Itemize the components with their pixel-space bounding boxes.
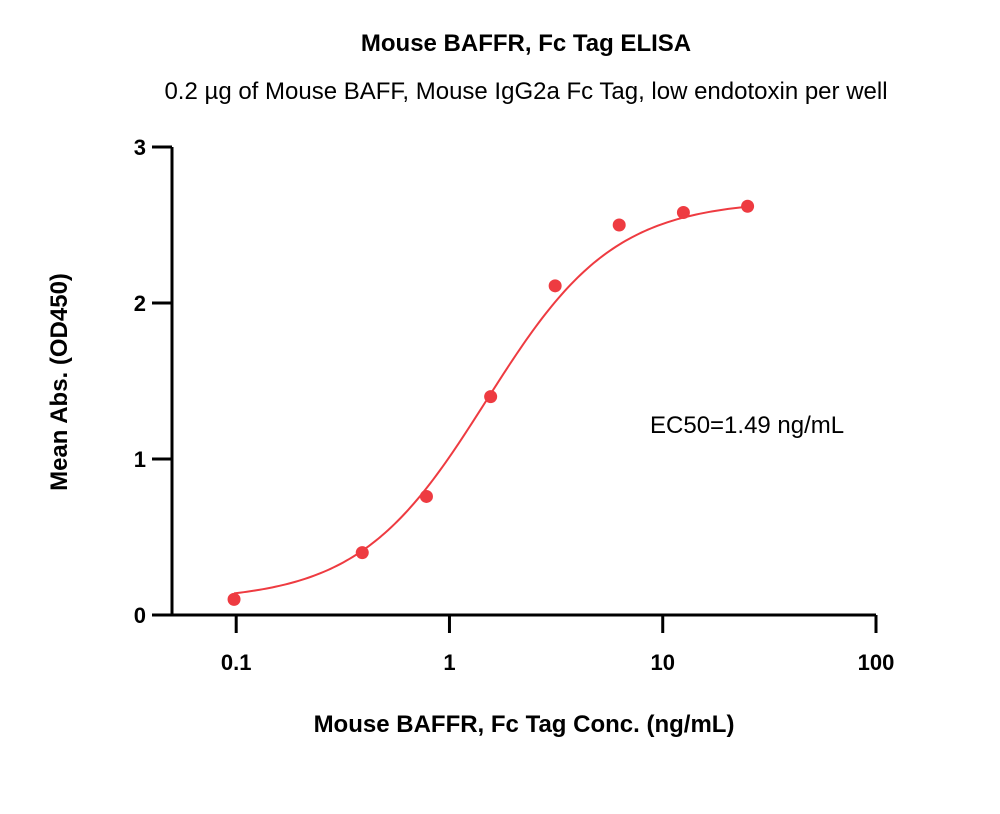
data-point [741, 199, 755, 213]
y-tick-label: 2 [134, 291, 146, 316]
data-points [227, 199, 755, 606]
y-axis-title: Mean Abs. (OD450) [46, 273, 73, 491]
y-tick-label: 0 [134, 603, 146, 628]
data-point [484, 390, 498, 404]
chart-subtitle: 0.2 µg of Mouse BAFF, Mouse IgG2a Fc Tag… [164, 78, 888, 105]
x-tick-label: 100 [858, 650, 895, 675]
x-axis-title: Mouse BAFFR, Fc Tag Conc. (ng/mL) [314, 711, 735, 738]
y-ticks: 0 1 2 3 [134, 135, 172, 628]
data-point [227, 592, 241, 606]
y-tick-label: 3 [134, 135, 146, 160]
data-point [612, 218, 626, 232]
x-tick-label: 0.1 [221, 650, 252, 675]
data-point [419, 489, 433, 503]
y-tick-label: 1 [134, 447, 146, 472]
axes [170, 147, 876, 617]
data-point [548, 279, 562, 293]
data-point [355, 546, 369, 560]
x-tick-label: 10 [650, 650, 674, 675]
chart-title: Mouse BAFFR, Fc Tag ELISA [360, 30, 692, 57]
x-ticks: 0.1 1 10 100 [221, 615, 894, 675]
data-point [676, 206, 690, 220]
ec50-annotation: EC50=1.49 ng/mL [650, 412, 844, 439]
x-tick-label: 1 [443, 650, 455, 675]
